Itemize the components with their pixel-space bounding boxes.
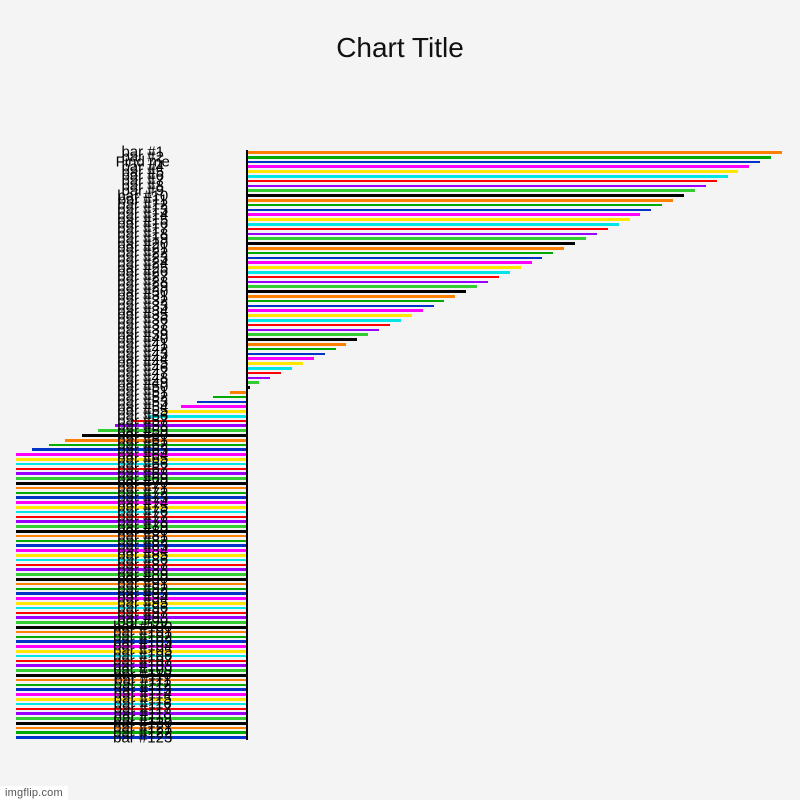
bar bbox=[248, 185, 705, 188]
bar bbox=[248, 247, 564, 250]
bar bbox=[181, 405, 247, 408]
bar bbox=[248, 329, 379, 332]
bar bbox=[248, 223, 618, 226]
bar bbox=[248, 213, 640, 216]
bar bbox=[248, 175, 727, 178]
bar bbox=[248, 367, 292, 370]
bar bbox=[248, 189, 694, 192]
bar bbox=[248, 266, 520, 269]
bar bbox=[230, 391, 246, 394]
bar bbox=[248, 237, 586, 240]
chart-plot-area: bar #1bar #2Find mebar #4bar #5bar #6bar… bbox=[16, 150, 784, 740]
bar bbox=[248, 281, 488, 284]
bar bbox=[248, 161, 760, 164]
bar bbox=[248, 333, 368, 336]
bar bbox=[248, 338, 357, 341]
bar bbox=[248, 218, 629, 221]
bar bbox=[248, 295, 455, 298]
bar bbox=[248, 362, 302, 365]
bar-label: bar #123 bbox=[113, 730, 172, 745]
chart-title: Chart Title bbox=[0, 32, 800, 64]
bar bbox=[248, 242, 575, 245]
bar bbox=[248, 377, 270, 380]
bar bbox=[248, 300, 444, 303]
bar bbox=[164, 410, 246, 413]
bar bbox=[248, 228, 607, 231]
bar bbox=[248, 386, 250, 389]
bar bbox=[248, 252, 553, 255]
bar bbox=[248, 199, 673, 202]
bar bbox=[248, 209, 651, 212]
bar bbox=[248, 314, 411, 317]
bar bbox=[248, 204, 662, 207]
bar bbox=[248, 257, 542, 260]
bar bbox=[248, 324, 390, 327]
bar bbox=[248, 348, 335, 351]
bar bbox=[248, 271, 509, 274]
bar bbox=[248, 353, 324, 356]
bar bbox=[248, 194, 684, 197]
bar bbox=[248, 343, 346, 346]
bar bbox=[248, 180, 716, 183]
bar bbox=[213, 396, 246, 399]
bar bbox=[248, 290, 466, 293]
bar bbox=[248, 233, 596, 236]
bar bbox=[197, 401, 246, 404]
bar bbox=[248, 381, 259, 384]
bar bbox=[248, 151, 782, 154]
bar bbox=[248, 165, 749, 168]
bar bbox=[248, 319, 400, 322]
bar bbox=[248, 156, 771, 159]
bar bbox=[248, 357, 313, 360]
bar bbox=[248, 372, 281, 375]
watermark: imgflip.com bbox=[0, 786, 68, 800]
bar bbox=[248, 305, 433, 308]
bar bbox=[248, 309, 422, 312]
bar bbox=[248, 285, 477, 288]
bar bbox=[248, 170, 738, 173]
bar bbox=[248, 276, 498, 279]
bar bbox=[248, 261, 531, 264]
